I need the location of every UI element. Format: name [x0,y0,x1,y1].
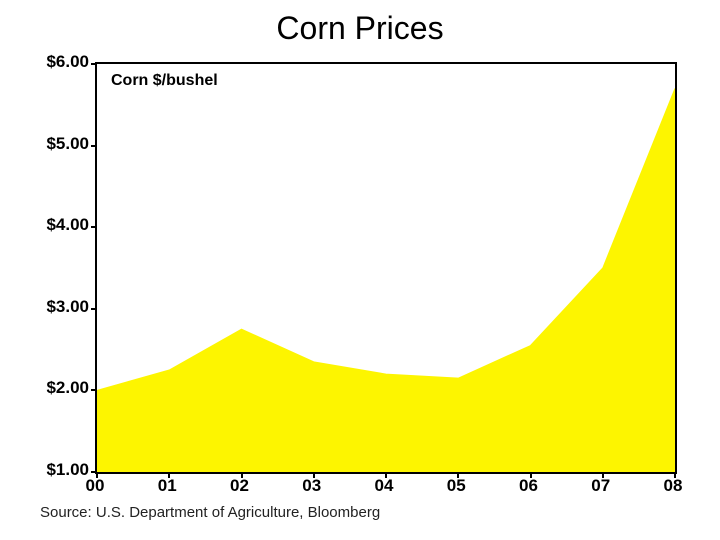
x-axis-tick-label: 03 [302,476,321,496]
x-axis-tick-label: 02 [230,476,249,496]
area-series [97,64,675,472]
x-axis-tick-label: 05 [447,476,466,496]
x-axis-tick-label: 00 [86,476,105,496]
y-axis-tick-mark [91,308,97,310]
chart-title: Corn Prices [0,10,720,47]
x-axis-tick-label: 06 [519,476,538,496]
y-axis-tick-label: $5.00 [9,134,89,154]
x-axis-tick-label: 07 [591,476,610,496]
y-axis-tick-mark [91,389,97,391]
y-axis-tick-mark [91,145,97,147]
y-axis-tick-label: $1.00 [9,460,89,480]
y-axis-tick-label: $6.00 [9,52,89,72]
y-axis-tick-label: $3.00 [9,297,89,317]
y-axis-tick-label: $2.00 [9,378,89,398]
source-attribution: Source: U.S. Department of Agriculture, … [40,504,380,521]
x-axis-tick-label: 08 [664,476,683,496]
x-axis-tick-label: 01 [158,476,177,496]
y-axis-tick-label: $4.00 [9,215,89,235]
y-axis-tick-mark [91,226,97,228]
y-axis-tick-mark [91,63,97,65]
x-axis-tick-label: 04 [375,476,394,496]
series-label: Corn $/bushel [111,72,218,90]
chart-plot-area: Corn $/bushel [95,62,677,474]
